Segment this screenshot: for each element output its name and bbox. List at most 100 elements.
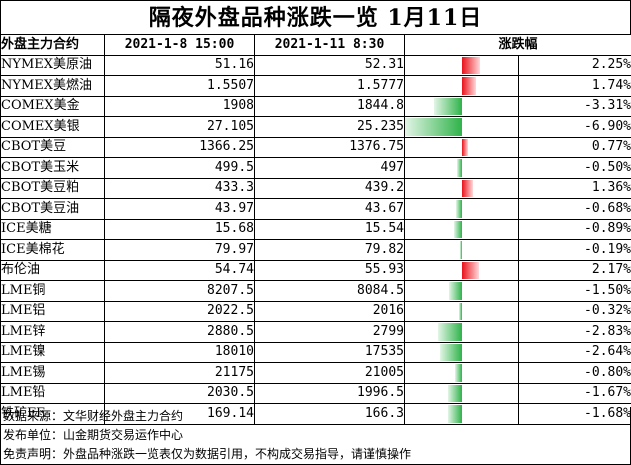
prev-price: 8207.5 — [104, 280, 255, 302]
contract-name: ICE美糖 — [0, 218, 105, 240]
change-percent: -0.89% — [517, 218, 631, 240]
contract-name: 铁矿FE — [0, 403, 105, 425]
table-row: NYMEX美燃油 1.5507 1.5777 1.74% — [0, 75, 631, 97]
contract-name: LME锌 — [0, 321, 105, 343]
curr-price: 43.67 — [254, 198, 405, 220]
change-bar-cell — [404, 321, 519, 343]
up-bar — [461, 138, 468, 156]
change-bar-cell — [404, 198, 519, 220]
down-bar — [458, 302, 462, 320]
change-bar-cell — [404, 239, 519, 261]
curr-price: 166.3 — [254, 403, 405, 425]
prev-price: 2030.5 — [104, 382, 255, 404]
down-bar — [447, 405, 462, 423]
change-percent: 1.36% — [517, 177, 631, 199]
prev-price: 1.5507 — [104, 75, 255, 97]
curr-price: 55.93 — [254, 259, 405, 281]
curr-price: 52.31 — [254, 54, 405, 76]
up-bar — [461, 179, 473, 197]
prev-price: 1366.25 — [104, 136, 255, 158]
contract-name: LME铜 — [0, 280, 105, 302]
down-bar — [447, 384, 462, 402]
up-bar — [461, 77, 476, 95]
table-row: LME铅 2030.5 1996.5 -1.67% — [0, 382, 631, 404]
contract-name: CBOT美豆 — [0, 136, 105, 158]
prev-price: 1908 — [104, 95, 255, 117]
table-row: CBOT美豆 1366.25 1376.75 0.77% — [0, 136, 631, 158]
contract-name: COMEX美银 — [0, 116, 105, 138]
table-row: LME锡 21175 21005 -0.80% — [0, 362, 631, 384]
curr-price: 1376.75 — [254, 136, 405, 158]
table-row: 铁矿FE 169.14 166.3 -1.68% — [0, 403, 631, 425]
prev-price: 43.97 — [104, 198, 255, 220]
change-percent: 2.17% — [517, 259, 631, 281]
quotes-table: 外盘主力合约 2021-1-8 15:00 2021-1-11 8:30 涨跌幅… — [0, 34, 631, 425]
table-row: ICE美棉花 79.97 79.82 -0.19% — [0, 239, 631, 261]
down-bar — [439, 343, 462, 361]
change-bar-cell — [404, 300, 519, 322]
prev-price: 18010 — [104, 341, 255, 363]
down-bar — [454, 364, 462, 382]
curr-price: 79.82 — [254, 239, 405, 261]
header-prev-time: 2021-1-8 15:00 — [104, 34, 255, 56]
down-bar — [405, 118, 462, 136]
prev-price: 21175 — [104, 362, 255, 384]
contract-name: CBOT美豆油 — [0, 198, 105, 220]
note-publisher: 发布单位：山金期货交易运作中心 — [3, 428, 184, 442]
down-bar — [449, 282, 462, 300]
table-row: LME镍 18010 17535 -2.64% — [0, 341, 631, 363]
change-percent: -0.19% — [517, 239, 631, 261]
change-percent: -1.68% — [517, 403, 631, 425]
change-percent: 1.74% — [517, 75, 631, 97]
change-percent: -0.50% — [517, 157, 631, 179]
change-bar-cell — [404, 362, 519, 384]
change-bar-cell — [404, 382, 519, 404]
table-row: CBOT美豆粕 433.3 439.2 1.36% — [0, 177, 631, 199]
change-percent: -0.68% — [517, 198, 631, 220]
prev-price: 54.74 — [104, 259, 255, 281]
down-bar — [457, 159, 462, 177]
curr-price: 1.5777 — [254, 75, 405, 97]
change-bar-cell — [404, 54, 519, 76]
contract-name: NYMEX美燃油 — [0, 75, 105, 97]
change-percent: -2.64% — [517, 341, 631, 363]
curr-price: 15.54 — [254, 218, 405, 240]
prev-price: 433.3 — [104, 177, 255, 199]
change-percent: 0.77% — [517, 136, 631, 158]
curr-price: 1844.8 — [254, 95, 405, 117]
curr-price: 2016 — [254, 300, 405, 322]
change-bar-cell — [404, 177, 519, 199]
prev-price: 79.97 — [104, 239, 255, 261]
table-row: LME锌 2880.5 2799 -2.83% — [0, 321, 631, 343]
change-bar-cell — [404, 157, 519, 179]
contract-name: NYMEX美原油 — [0, 54, 105, 76]
table-row: COMEX美银 27.105 25.235 -6.90% — [0, 116, 631, 138]
curr-price: 25.235 — [254, 116, 405, 138]
table-row: NYMEX美原油 51.16 52.31 2.25% — [0, 54, 631, 76]
table-row: CBOT美玉米 499.5 497 -0.50% — [0, 157, 631, 179]
prev-price: 51.16 — [104, 54, 255, 76]
footer-notes: 数据来源：文华财经外盘主力合约 发布单位：山金期货交易运作中心 免责声明：外盘品… — [0, 407, 631, 465]
table-header-row: 外盘主力合约 2021-1-8 15:00 2021-1-11 8:30 涨跌幅 — [0, 34, 631, 56]
down-bar — [438, 323, 462, 341]
change-percent: -1.50% — [517, 280, 631, 302]
contract-name: 布伦油 — [0, 259, 105, 281]
note-disclaimer: 免责声明：外盘品种涨跌一览表仅为数据引用，不构成交易指导，请谨慎操作 — [3, 447, 412, 461]
change-percent: -6.90% — [517, 116, 631, 138]
contract-name: COMEX美金 — [0, 95, 105, 117]
change-bar-cell — [404, 75, 519, 97]
prev-price: 15.68 — [104, 218, 255, 240]
curr-price: 497 — [254, 157, 405, 179]
contract-name: CBOT美玉米 — [0, 157, 105, 179]
down-bar — [459, 241, 462, 259]
curr-price: 21005 — [254, 362, 405, 384]
down-bar — [434, 97, 462, 115]
up-bar — [461, 56, 480, 74]
contract-name: ICE美棉花 — [0, 239, 105, 261]
prev-price: 2022.5 — [104, 300, 255, 322]
prev-price: 499.5 — [104, 157, 255, 179]
curr-price: 439.2 — [254, 177, 405, 199]
header-curr-time: 2021-1-11 8:30 — [254, 34, 405, 56]
curr-price: 2799 — [254, 321, 405, 343]
